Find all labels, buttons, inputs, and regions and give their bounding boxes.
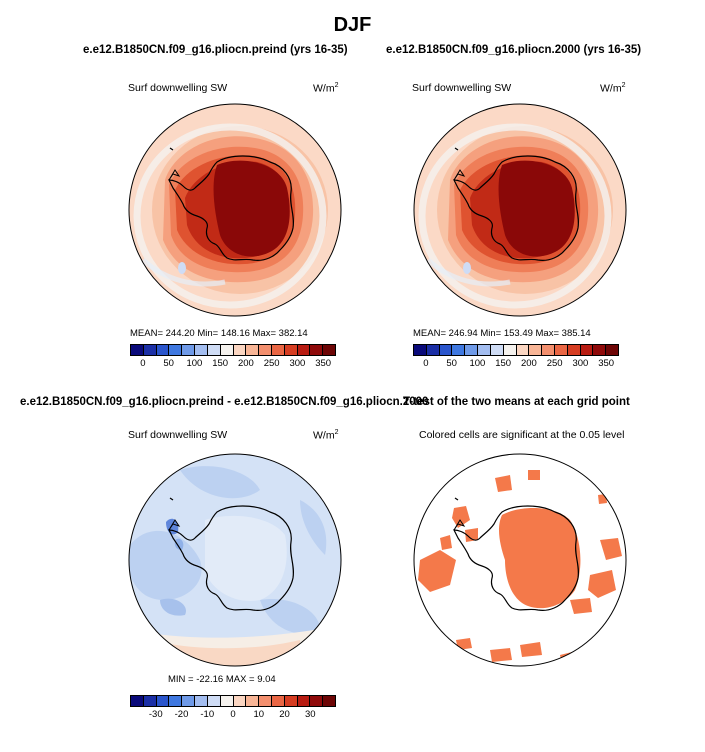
panel4-map-border <box>413 453 627 667</box>
panel2-units: W/m2 <box>600 82 626 95</box>
colorbar-swatch <box>220 696 234 706</box>
colorbar-tick-label: 200 <box>520 358 537 369</box>
colorbar-swatch <box>297 696 311 706</box>
colorbar-swatch <box>580 345 594 355</box>
colorbar-swatch <box>503 345 517 355</box>
colorbar-tick-label: 100 <box>186 358 203 369</box>
colorbar-tick-label: -30 <box>148 709 163 720</box>
panel4-significance-note: Colored cells are significant at the 0.0… <box>419 429 625 441</box>
panel1-map-border <box>128 103 342 317</box>
colorbar-tick-label: 300 <box>289 358 306 369</box>
colorbar-swatch <box>323 345 335 355</box>
colorbar-tick-label: 20 <box>279 709 290 720</box>
colorbar-tick-label: -10 <box>200 709 215 720</box>
colorbar-tick-label: 100 <box>469 358 486 369</box>
colorbar-swatch <box>195 696 208 706</box>
colorbar-swatch <box>426 345 440 355</box>
colorbar-swatch <box>284 696 298 706</box>
colorbar-swatch <box>233 345 247 355</box>
colorbar-tick-label: 250 <box>263 358 280 369</box>
panel1-units: W/m2 <box>313 82 339 95</box>
colorbar-swatch <box>246 345 260 355</box>
colorbar-tick-label: 350 <box>598 358 615 369</box>
colorbar-swatch <box>143 345 157 355</box>
colorbar-swatch <box>131 696 144 706</box>
colorbar-tick-label: 350 <box>315 358 332 369</box>
colorbar-swatch <box>542 345 555 355</box>
colorbar-swatch <box>182 345 196 355</box>
colorbar-swatch <box>414 345 427 355</box>
panel2-stats: MEAN= 246.94 Min= 153.49 Max= 385.14 <box>413 328 591 339</box>
colorbar-tick-label: 0 <box>140 358 146 369</box>
colorbar-swatch <box>220 345 234 355</box>
colorbar-swatch <box>195 345 208 355</box>
panel3-map <box>129 454 341 666</box>
colorbar-swatch <box>439 345 453 355</box>
colorbar-swatch <box>182 696 196 706</box>
panel1-title: e.e12.B1850CN.f09_g16.pliocn.preind (yrs… <box>83 44 348 56</box>
colorbar-swatch <box>246 696 260 706</box>
colorbar-tick-label: 50 <box>446 358 457 369</box>
colorbar-tick-label: 200 <box>237 358 254 369</box>
colorbar-tick-label: 150 <box>212 358 229 369</box>
colorbar-swatch <box>169 696 183 706</box>
colorbar-swatch <box>169 345 183 355</box>
panel2-title: e.e12.B1850CN.f09_g16.pliocn.2000 (yrs 1… <box>386 44 642 56</box>
colorbar-tick-label: 30 <box>304 709 316 720</box>
panel2-variable-label: Surf downwelling SW <box>412 82 512 94</box>
colorbar-tick-label: 250 <box>546 358 563 369</box>
colorbar-tick-label: 300 <box>572 358 589 369</box>
panel2-map-border <box>413 103 627 317</box>
panel1-colorbar <box>130 344 336 356</box>
colorbar-swatch <box>143 696 157 706</box>
colorbar-swatch <box>207 696 221 706</box>
colorbar-swatch <box>554 345 568 355</box>
colorbar-swatch <box>284 345 298 355</box>
colorbar-swatch <box>156 345 170 355</box>
colorbar-swatch <box>593 345 607 355</box>
panel3-units: W/m2 <box>313 429 339 442</box>
colorbar-tick-label: 150 <box>495 358 512 369</box>
panel4-title: T-test of the two means at each grid poi… <box>403 396 630 408</box>
colorbar-swatch <box>233 696 247 706</box>
panel2-map <box>414 104 626 316</box>
colorbar-swatch <box>490 345 504 355</box>
panel1-map <box>129 104 341 316</box>
colorbar-swatch <box>323 696 335 706</box>
colorbar-swatch <box>529 345 543 355</box>
colorbar-swatch <box>310 696 324 706</box>
colorbar-swatch <box>271 696 285 706</box>
colorbar-swatch <box>297 345 311 355</box>
colorbar-swatch <box>207 345 221 355</box>
colorbar-swatch <box>156 696 170 706</box>
colorbar-tick-label: 10 <box>253 709 265 720</box>
figure-title: DJF <box>333 14 372 36</box>
panel3-title: e.e12.B1850CN.f09_g16.pliocn.preind - e.… <box>20 396 429 408</box>
colorbar-swatch <box>478 345 491 355</box>
colorbar-swatch <box>516 345 530 355</box>
colorbar-swatch <box>259 696 272 706</box>
colorbar-swatch <box>131 345 144 355</box>
panel3-stats: MIN = -22.16 MAX = 9.04 <box>168 674 276 685</box>
panel3-colorbar <box>130 695 336 707</box>
colorbar-swatch <box>310 345 324 355</box>
panel1-variable-label: Surf downwelling SW <box>128 82 228 94</box>
panel2-colorbar <box>413 344 619 356</box>
colorbar-swatch <box>259 345 272 355</box>
panel4-map <box>414 454 626 666</box>
panel1-stats: MEAN= 244.20 Min= 148.16 Max= 382.14 <box>130 328 308 339</box>
colorbar-tick-label: 50 <box>163 358 174 369</box>
panel3-map-border <box>128 453 342 667</box>
panel3-variable-label: Surf downwelling SW <box>128 429 228 441</box>
colorbar-swatch <box>567 345 581 355</box>
colorbar-swatch <box>606 345 618 355</box>
colorbar-swatch <box>465 345 479 355</box>
colorbar-swatch <box>452 345 466 355</box>
colorbar-swatch <box>271 345 285 355</box>
colorbar-tick-label: 0 <box>230 709 236 720</box>
colorbar-tick-label: 0 <box>423 358 429 369</box>
colorbar-tick-label: -20 <box>174 709 189 720</box>
